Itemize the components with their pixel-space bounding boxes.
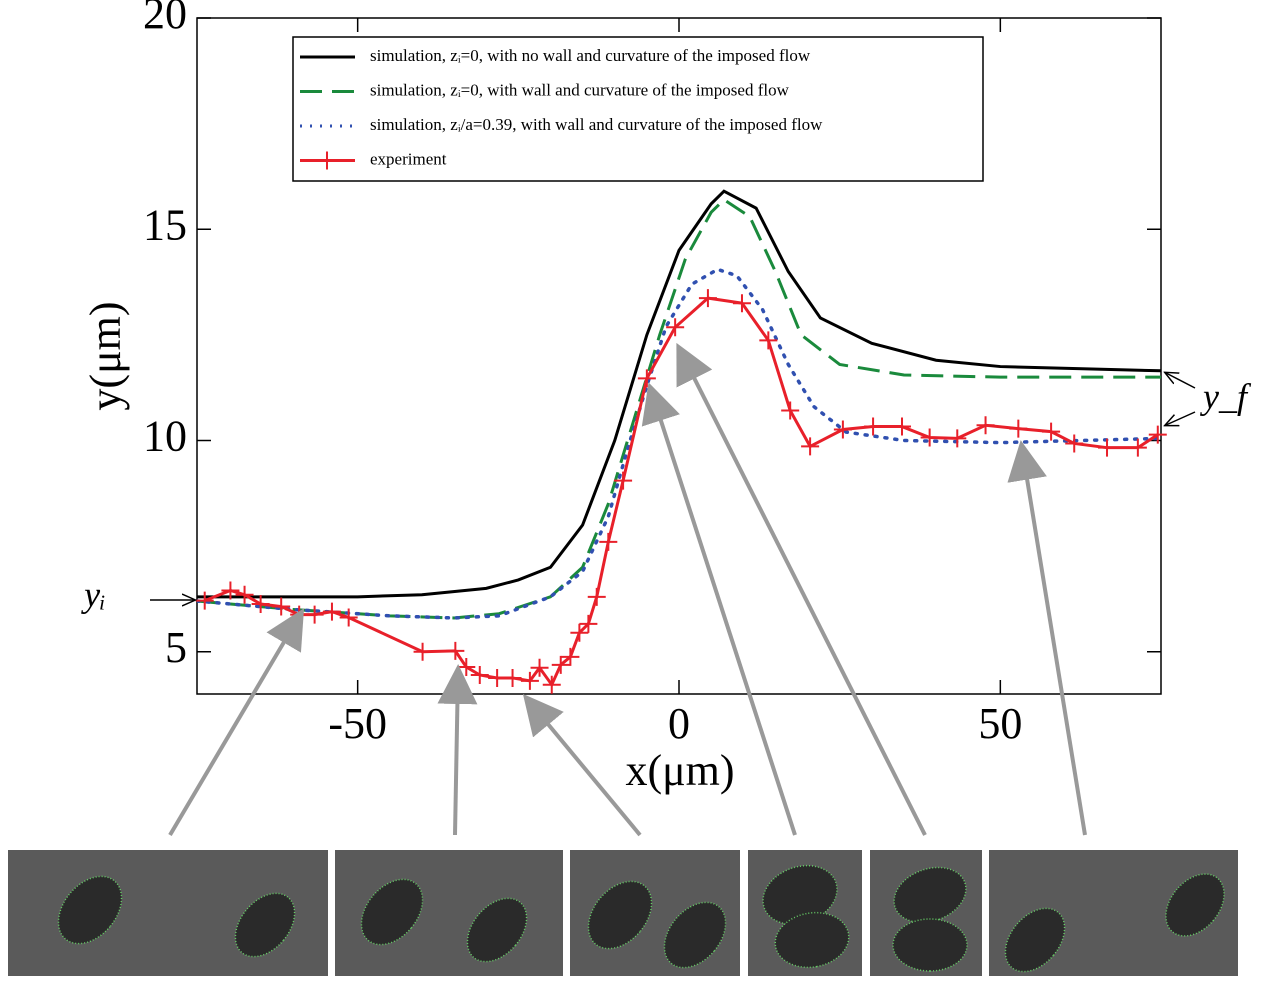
data-point: [542, 675, 561, 694]
data-point: [1128, 438, 1147, 457]
data-point: [305, 605, 324, 624]
data-point: [637, 369, 656, 388]
y-axis-label: y(μm): [81, 301, 130, 410]
annotation: y_f: [1200, 376, 1252, 416]
data-point: [864, 417, 883, 436]
data-point: [1098, 438, 1117, 457]
series-line: [197, 197, 1161, 620]
data-point: [893, 417, 912, 436]
data-point: [551, 655, 570, 674]
data-point: [1065, 434, 1084, 453]
data-point: [470, 665, 489, 684]
data-point: [948, 429, 967, 448]
data-point: [698, 289, 717, 308]
micrographs: [8, 850, 1238, 976]
data-point: [801, 437, 820, 456]
data-point: [488, 668, 507, 687]
data-point: [781, 401, 800, 420]
data-point: [1009, 419, 1028, 438]
data-point: [503, 668, 522, 687]
y-tick-label: 15: [143, 200, 187, 249]
legend-label: experiment: [370, 149, 447, 168]
data-point: [1148, 425, 1167, 444]
legend-label: simulation, zᵢ=0, with wall and curvatur…: [370, 80, 790, 99]
y-tick-label: 5: [165, 623, 187, 672]
data-point: [614, 471, 633, 490]
x-tick-label: -50: [328, 699, 387, 748]
data-point: [759, 331, 778, 350]
data-point: [833, 420, 852, 439]
data-point: [732, 294, 751, 313]
pointer-arrows: [168, 342, 1087, 837]
x-axis-label: x(μm): [625, 746, 734, 795]
data-point: [920, 428, 939, 447]
data-point: [195, 591, 214, 610]
series-line: [197, 189, 1161, 599]
data-point: [561, 647, 580, 666]
x-tick-label: 0: [668, 699, 690, 748]
legend-box: [292, 36, 984, 182]
annotation-arrow: [1166, 373, 1196, 389]
data-point: [976, 416, 995, 435]
legend: simulation, zᵢ=0, with no wall and curva…: [292, 36, 984, 182]
data-point: [579, 614, 598, 633]
data-point: [570, 623, 589, 642]
data-point: [599, 532, 618, 551]
x-tick-label: 50: [978, 699, 1022, 748]
annotation-arrow: [1166, 411, 1196, 425]
data-point: [446, 641, 465, 660]
data-point: [251, 595, 270, 614]
data-point: [530, 658, 549, 677]
data-point: [272, 597, 291, 616]
data-point: [235, 585, 254, 604]
annotation: yᵢ: [81, 574, 106, 614]
data-point: [587, 587, 606, 606]
data-point: [666, 318, 685, 337]
data-point: [413, 642, 432, 661]
series-line: [197, 267, 1161, 620]
legend-label: simulation, zᵢ=0, with no wall and curva…: [370, 46, 811, 65]
legend-marker: [318, 151, 336, 170]
data-point: [339, 608, 358, 627]
y-tick-label: 10: [143, 412, 187, 461]
data-point: [520, 671, 539, 690]
data-point: [457, 657, 476, 676]
legend-label: simulation, zᵢ/a=0.39, with wall and cur…: [370, 115, 823, 134]
data-point: [1042, 422, 1061, 441]
y-tick-label: 20: [143, 0, 187, 38]
plot: -50 0 50 5 10 15 20 simulation, zᵢ=0, with no w…: [143, 0, 1167, 748]
data-point: [221, 581, 240, 600]
data-point: [322, 602, 341, 621]
